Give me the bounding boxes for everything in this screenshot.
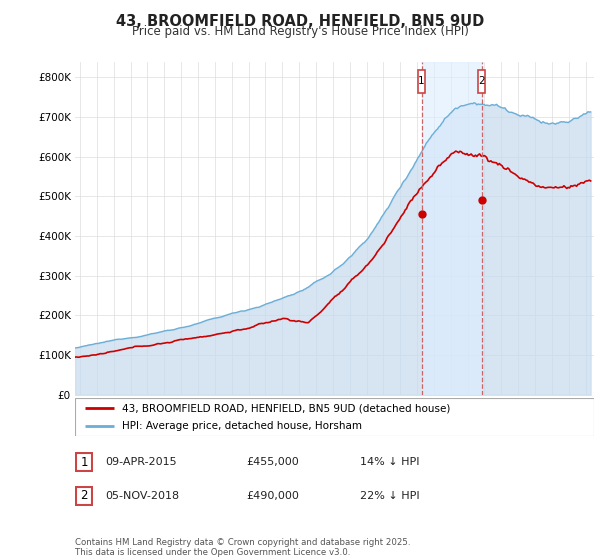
Text: 2: 2 — [80, 489, 88, 502]
Text: HPI: Average price, detached house, Horsham: HPI: Average price, detached house, Hors… — [122, 421, 362, 431]
Text: 09-APR-2015: 09-APR-2015 — [105, 457, 176, 467]
FancyBboxPatch shape — [418, 71, 425, 92]
Bar — [422, 62, 482, 395]
FancyBboxPatch shape — [75, 398, 594, 436]
Text: 22% ↓ HPI: 22% ↓ HPI — [360, 491, 419, 501]
Text: 43, BROOMFIELD ROAD, HENFIELD, BN5 9UD (detached house): 43, BROOMFIELD ROAD, HENFIELD, BN5 9UD (… — [122, 403, 450, 413]
Text: 1: 1 — [80, 455, 88, 469]
Text: £455,000: £455,000 — [246, 457, 299, 467]
Text: Contains HM Land Registry data © Crown copyright and database right 2025.
This d: Contains HM Land Registry data © Crown c… — [75, 538, 410, 557]
Text: £490,000: £490,000 — [246, 491, 299, 501]
FancyBboxPatch shape — [478, 71, 485, 92]
FancyBboxPatch shape — [76, 487, 92, 505]
Text: 14% ↓ HPI: 14% ↓ HPI — [360, 457, 419, 467]
Text: 1: 1 — [418, 76, 425, 86]
Text: Price paid vs. HM Land Registry's House Price Index (HPI): Price paid vs. HM Land Registry's House … — [131, 25, 469, 38]
Text: 43, BROOMFIELD ROAD, HENFIELD, BN5 9UD: 43, BROOMFIELD ROAD, HENFIELD, BN5 9UD — [116, 14, 484, 29]
Text: 05-NOV-2018: 05-NOV-2018 — [105, 491, 179, 501]
Text: 2: 2 — [478, 76, 485, 86]
FancyBboxPatch shape — [76, 453, 92, 471]
